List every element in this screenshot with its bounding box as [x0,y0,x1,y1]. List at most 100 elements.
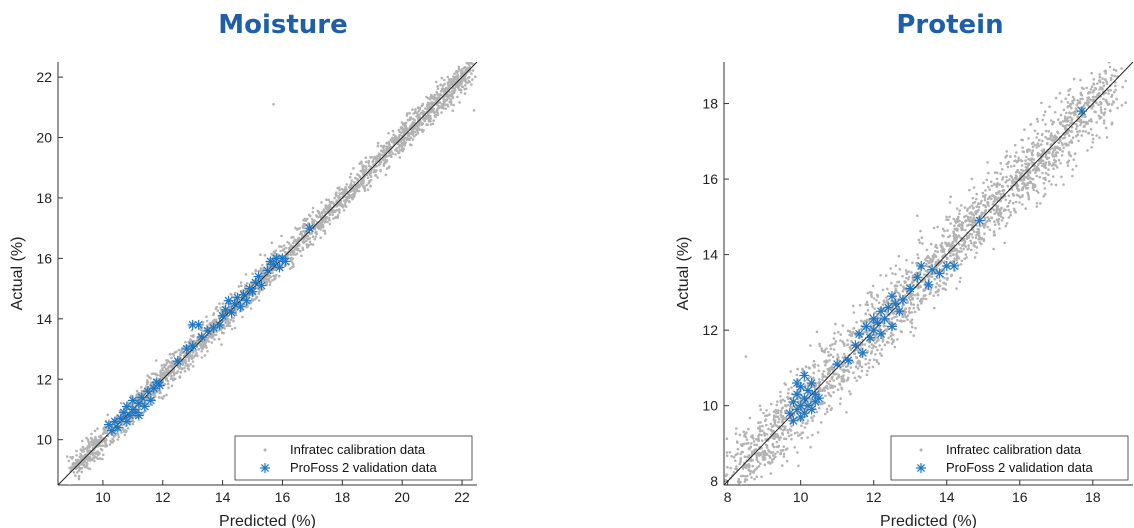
moisture-calibration-point [432,119,436,122]
moisture-calibration-point [270,252,273,256]
protein-calibration-point [1015,193,1019,197]
protein-y-tick-label: 14 [702,247,718,263]
moisture-calibration-point [83,464,86,468]
moisture-calibration-point [432,107,436,111]
moisture-calibration-point [409,132,412,135]
moisture-calibration-point [224,319,228,323]
moisture-calibration-point [424,114,428,118]
protein-calibration-point [870,350,874,353]
moisture-calibration-point [244,273,248,276]
moisture-calibration-point [360,161,363,165]
moisture-calibration-point [373,155,376,159]
protein-calibration-point [1054,164,1058,167]
protein-calibration-point [1114,84,1117,88]
protein-calibration-point [855,321,858,324]
moisture-calibration-point [416,131,420,134]
protein-calibration-point [822,370,826,373]
protein-calibration-point [998,190,1001,193]
moisture-calibration-point [398,133,402,137]
protein-calibration-point [846,343,850,346]
protein-calibration-point [942,250,946,253]
moisture-calibration-point [97,435,101,439]
moisture-calibration-point [428,97,432,101]
protein-calibration-point [740,484,743,485]
protein-calibration-point [787,388,790,391]
moisture-calibration-point [93,459,96,463]
protein-calibration-point [1052,139,1056,142]
protein-calibration-point [763,463,767,467]
protein-calibration-point [724,478,728,482]
moisture-calibration-point [229,318,233,322]
protein-calibration-point [1124,101,1127,104]
protein-calibration-point [790,386,793,389]
protein-calibration-point [1032,158,1036,161]
moisture-calibration-point [410,129,414,132]
moisture-calibration-point [280,245,284,249]
protein-calibration-point [870,302,874,306]
moisture-calibration-point [366,176,370,180]
protein-calibration-point [1098,75,1102,79]
protein-calibration-point [1045,142,1049,145]
protein-calibration-point [1035,174,1038,178]
moisture-calibration-point [471,69,475,72]
protein-calibration-point [771,454,775,457]
moisture-calibration-point [192,365,195,368]
moisture-calibration-point [347,185,351,189]
moisture-calibration-point [101,457,104,461]
protein-calibration-point [850,334,853,338]
protein-calibration-point [901,315,905,319]
moisture-calibration-point [159,376,163,380]
protein-calibration-point [1001,178,1004,181]
moisture-calibration-point [178,375,182,378]
protein-calibration-point [842,374,845,377]
moisture-calibration-point [446,103,449,107]
moisture-calibration-point [80,439,84,443]
moisture-calibration-point [292,241,295,245]
protein-calibration-point [897,254,901,258]
protein-calibration-point [773,437,776,440]
moisture-calibration-point [369,175,373,178]
protein-calibration-point [989,210,992,214]
moisture-x-tick-label: 18 [335,489,351,505]
moisture-calibration-point [433,93,437,97]
moisture-calibration-point [111,437,114,441]
protein-calibration-point [758,404,762,408]
moisture-calibration-point [444,107,448,111]
moisture-calibration-point [328,203,332,207]
protein-calibration-point [1081,97,1084,101]
protein-calibration-point [871,284,875,288]
protein-calibration-point [899,283,903,287]
moisture-calibration-point [335,194,338,197]
protein-calibration-point [741,444,744,448]
protein-calibration-point [730,455,733,458]
protein-calibration-point [923,278,927,281]
moisture-calibration-point [86,466,89,470]
protein-calibration-point [896,338,899,341]
moisture-calibration-point [200,356,204,359]
protein-calibration-point [907,296,911,299]
moisture-calibration-point [184,364,187,367]
protein-calibration-point [948,201,952,204]
moisture-calibration-point [239,281,243,284]
moisture-calibration-point [323,229,327,233]
protein-calibration-point [772,416,776,419]
protein-calibration-point [790,433,793,437]
moisture-calibration-point [213,319,217,323]
moisture-calibration-point [448,84,451,88]
protein-calibration-point [1041,139,1044,143]
protein-calibration-point [916,253,919,256]
moisture-calibration-point [421,130,424,133]
protein-calibration-point [994,211,998,214]
protein-calibration-point [825,407,829,411]
moisture-calibration-point [145,379,149,382]
moisture-calibration-point [192,334,195,337]
moisture-calibration-point [308,237,312,240]
protein-calibration-point [1079,78,1082,82]
moisture-calibration-point [85,462,89,466]
protein-calibration-point [1089,127,1093,131]
protein-calibration-point [1120,104,1124,107]
protein-calibration-point [997,196,1000,200]
moisture-calibration-point [426,97,430,100]
moisture-calibration-point [460,85,464,88]
protein-x-axis-label: Predicted (%) [880,513,977,528]
